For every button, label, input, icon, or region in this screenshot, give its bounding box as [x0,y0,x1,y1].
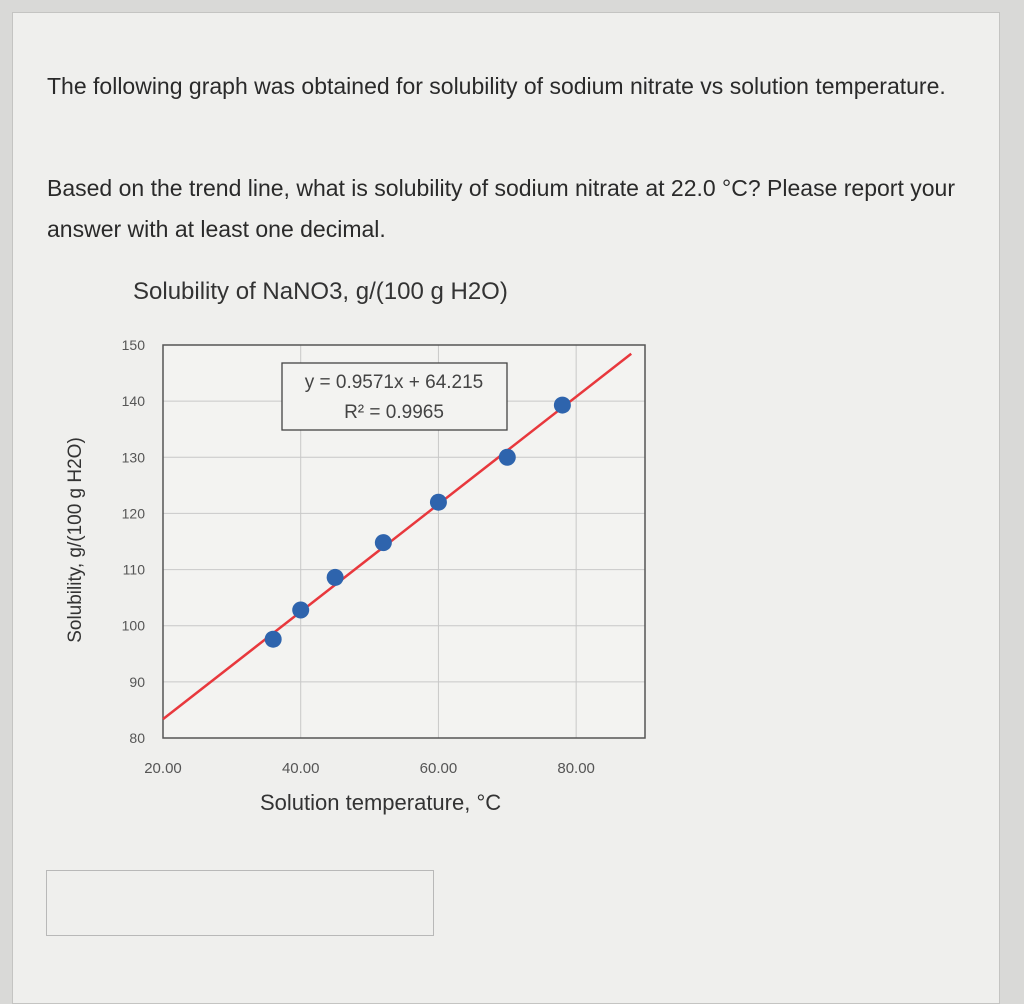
chart-title: Solubility of NaNO3, g/(100 g H2O) [133,278,508,305]
trendline-equation: y = 0.9571x + 64.215 [305,372,484,393]
r-squared: R² = 0.9965 [344,402,444,423]
data-point [498,448,516,466]
y-tick-label: 130 [122,449,146,465]
data-point [264,630,282,648]
x-tick-label: 20.00 [144,760,182,777]
question-text-2: Based on the trend line, what is solubil… [47,175,955,242]
y-tick-label: 120 [122,505,146,521]
data-point [326,568,344,586]
trendline [162,352,632,721]
x-tick-label: 60.00 [420,760,458,777]
x-axis-label: Solution temperature, °C [260,790,502,815]
data-point [429,493,447,511]
plot-border [162,344,646,739]
question-text-1: The following graph was obtained for sol… [47,73,946,99]
y-tick-label: 90 [129,674,145,690]
equation-box [281,362,508,431]
y-tick-label: 110 [123,562,146,578]
y-tick-label: 80 [129,730,145,746]
x-tick-label: 40.00 [282,760,320,777]
y-tick-label: 140 [122,393,146,409]
data-point [553,396,571,414]
y-tick-label: 150 [122,337,146,353]
data-point [374,534,392,552]
y-tick-label: 100 [122,618,146,634]
answer-input[interactable] [46,870,434,936]
data-point [292,601,310,619]
x-tick-label: 80.00 [557,760,595,777]
